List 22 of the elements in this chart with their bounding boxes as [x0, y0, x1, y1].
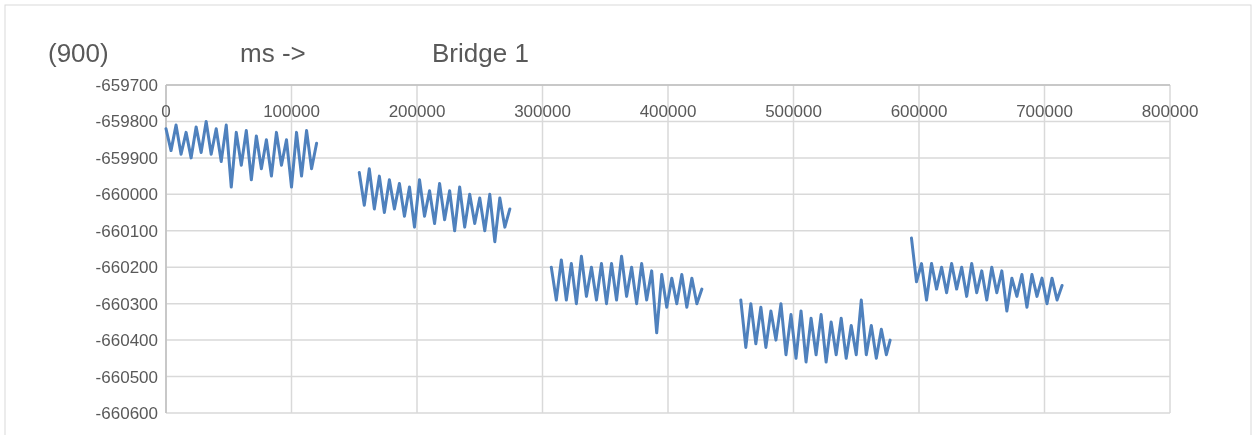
x-tick-label: 300000 — [514, 102, 571, 121]
x-tick-label: 800000 — [1141, 102, 1199, 121]
x-axis-title: ms -> — [240, 38, 306, 68]
x-tick-label: 600000 — [890, 102, 948, 121]
x-tick-label: 700000 — [1016, 102, 1073, 121]
x-tick-label: 100000 — [263, 102, 320, 121]
x-tick-label: 400000 — [639, 102, 697, 121]
y-tick-label: -660600 — [95, 403, 158, 423]
y-tick-label: -660100 — [95, 221, 158, 241]
y-axis-title: (900) — [48, 38, 109, 68]
y-tick-label: -659700 — [95, 75, 158, 95]
y-tick-label: -660400 — [95, 331, 158, 351]
x-tick-label: 500000 — [765, 102, 822, 121]
x-tick-label: 0 — [161, 102, 171, 121]
chart-title: Bridge 1 — [432, 38, 529, 68]
y-tick-label: -660200 — [95, 258, 158, 278]
x-tick-label: 200000 — [388, 102, 446, 121]
y-tick-label: -660300 — [95, 294, 158, 314]
y-tick-label: -659900 — [95, 148, 158, 168]
y-tick-label: -660500 — [95, 367, 158, 387]
y-tick-label: -659800 — [95, 112, 158, 132]
y-tick-label: -660000 — [95, 185, 158, 205]
